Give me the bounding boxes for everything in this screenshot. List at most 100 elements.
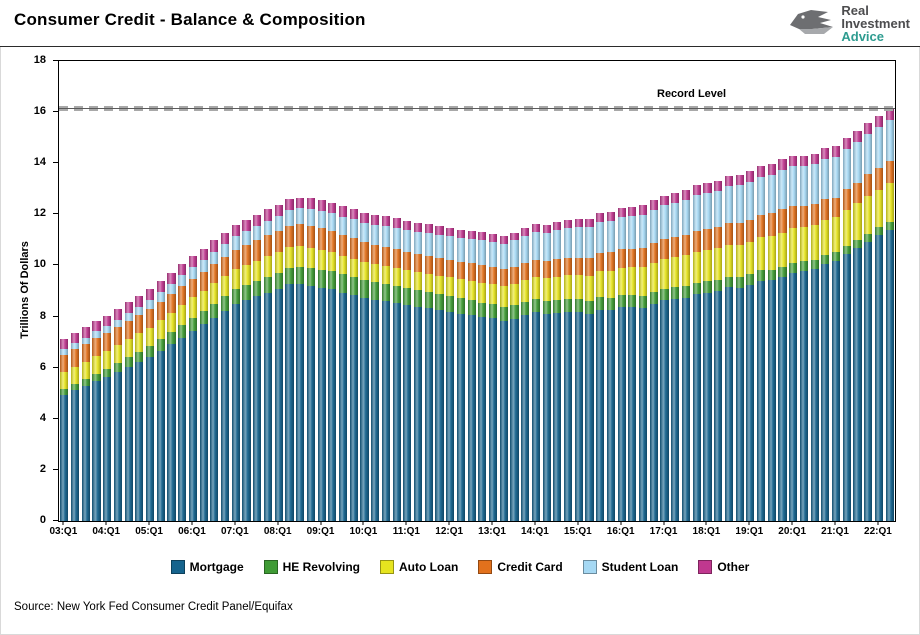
segment-other	[92, 320, 101, 332]
segment-student-loan	[424, 233, 433, 257]
segment-student-loan	[360, 222, 369, 243]
segment-mortgage	[253, 296, 262, 521]
segment-auto-loan	[617, 267, 626, 295]
segment-other	[446, 227, 455, 237]
segment-auto-loan	[778, 232, 787, 267]
stacked-bar	[60, 338, 69, 521]
chart-header: Consumer Credit - Balance & Composition …	[0, 0, 920, 47]
chart-legend: Mortgage HE Revolving Auto Loan Credit Card…	[0, 560, 920, 574]
stacked-bar	[799, 155, 808, 521]
segment-he-revolving	[242, 285, 251, 301]
segment-student-loan	[349, 219, 358, 239]
legend-swatch-he-revolving	[263, 560, 278, 574]
segment-student-loan	[306, 209, 315, 226]
segment-he-revolving	[146, 346, 155, 358]
stacked-bar	[317, 200, 326, 521]
stacked-bar	[542, 224, 551, 521]
segment-other	[467, 230, 476, 239]
x-tick-mark	[148, 521, 150, 525]
segment-he-revolving	[778, 266, 787, 277]
stacked-bar	[596, 213, 605, 521]
segment-auto-loan	[660, 258, 669, 289]
stacked-bar	[103, 315, 112, 521]
segment-mortgage	[746, 284, 755, 521]
segment-he-revolving	[467, 300, 476, 316]
segment-credit-card	[456, 262, 465, 280]
segment-auto-loan	[188, 297, 198, 318]
segment-he-revolving	[328, 271, 337, 290]
segment-he-revolving	[628, 295, 637, 308]
segment-mortgage	[564, 312, 573, 521]
segment-credit-card	[821, 199, 830, 221]
segment-other	[285, 199, 294, 211]
segment-credit-card	[221, 256, 230, 277]
segment-auto-loan	[285, 247, 294, 268]
segment-mortgage	[531, 312, 541, 521]
stacked-bar	[199, 248, 208, 521]
segment-auto-loan	[596, 271, 605, 298]
segment-other	[167, 272, 176, 284]
segment-he-revolving	[735, 277, 744, 288]
x-tick-label: 20:Q1	[778, 526, 807, 537]
segment-auto-loan	[542, 278, 551, 301]
segment-credit-card	[553, 259, 562, 277]
segment-credit-card	[263, 235, 273, 257]
stacked-bar	[671, 193, 680, 521]
segment-mortgage	[446, 311, 455, 521]
x-tick-label: 16:Q1	[606, 526, 635, 537]
segment-credit-card	[574, 257, 583, 275]
segment-student-loan	[681, 199, 691, 235]
segment-mortgage	[735, 287, 744, 521]
segment-auto-loan	[585, 275, 594, 301]
segment-auto-loan	[306, 247, 315, 269]
segment-mortgage	[371, 299, 380, 521]
segment-auto-loan	[317, 249, 326, 270]
segment-other	[746, 171, 755, 182]
x-tick-label: 06:Q1	[178, 526, 206, 537]
segment-other	[628, 206, 637, 216]
segment-auto-loan	[328, 251, 337, 272]
segment-he-revolving	[724, 276, 733, 288]
stacked-bar	[574, 218, 583, 521]
x-tick-mark	[534, 521, 536, 525]
segment-other	[231, 225, 240, 237]
y-tick-mark	[53, 111, 58, 113]
segment-student-loan	[413, 231, 423, 255]
x-tick-mark	[705, 521, 707, 525]
y-tick-mark	[53, 366, 58, 368]
y-tick-mark	[53, 315, 58, 317]
segment-mortgage	[660, 300, 669, 521]
segment-auto-loan	[831, 217, 841, 253]
segment-mortgage	[789, 272, 798, 521]
segment-other	[499, 235, 508, 244]
segment-student-loan	[92, 331, 101, 339]
segment-auto-loan	[349, 258, 358, 277]
segment-mortgage	[199, 324, 208, 521]
segment-other	[831, 146, 841, 158]
segment-other	[392, 218, 401, 228]
segment-student-loan	[542, 232, 551, 262]
segment-he-revolving	[317, 269, 326, 288]
segment-auto-loan	[649, 263, 658, 293]
segment-auto-loan	[296, 246, 305, 267]
segment-he-revolving	[831, 252, 841, 262]
stacked-bar	[467, 230, 476, 521]
stacked-bar	[124, 302, 133, 521]
segment-other	[553, 222, 562, 231]
segment-auto-loan	[381, 265, 390, 284]
segment-student-loan	[553, 230, 562, 260]
segment-other	[789, 155, 798, 167]
segment-student-loan	[403, 229, 412, 253]
stacked-bar	[135, 295, 144, 521]
legend-item-other: Other	[698, 560, 749, 574]
segment-he-revolving	[510, 305, 519, 320]
segment-mortgage	[285, 284, 294, 521]
stacked-bar	[724, 175, 733, 521]
segment-other	[756, 166, 766, 177]
y-tick-mark	[53, 417, 58, 419]
segment-auto-loan	[156, 320, 165, 340]
x-tick-mark	[105, 521, 107, 525]
segment-other	[681, 189, 691, 200]
segment-he-revolving	[853, 239, 862, 249]
segment-he-revolving	[671, 287, 680, 299]
